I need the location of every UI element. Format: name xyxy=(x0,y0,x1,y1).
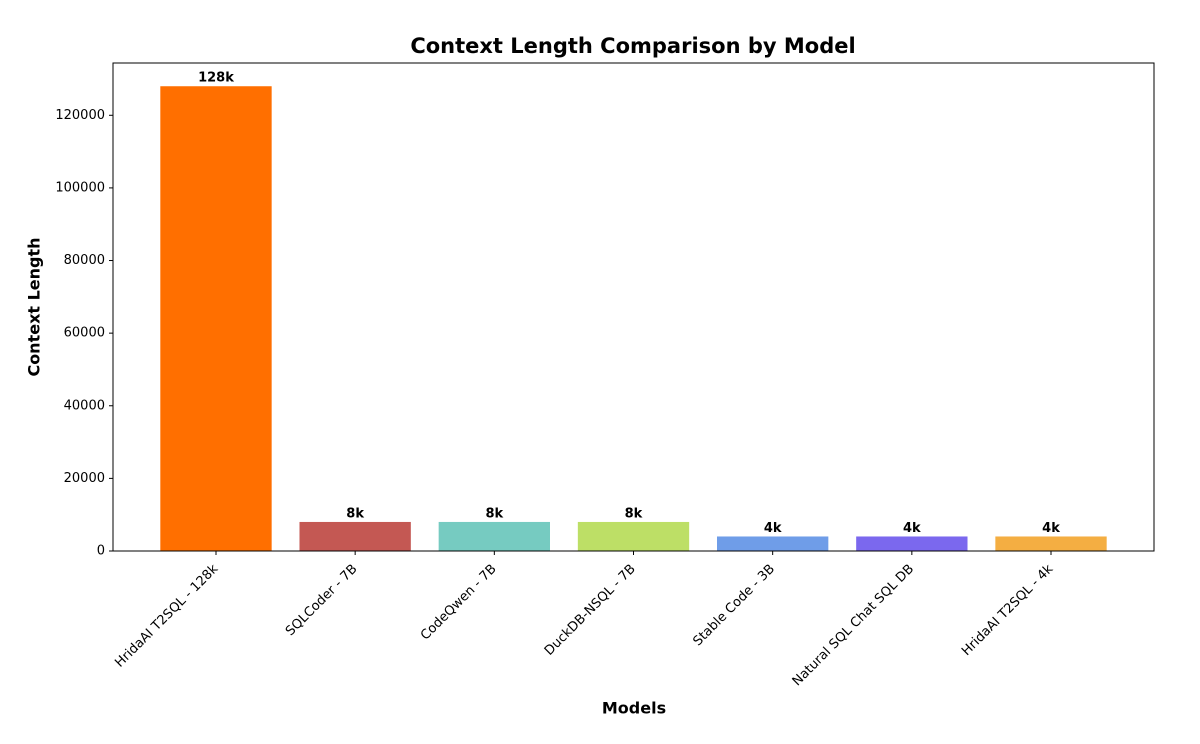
x-axis-label: Models xyxy=(602,699,666,718)
value-label: 4k xyxy=(1042,521,1060,536)
bar xyxy=(856,536,968,551)
bar xyxy=(717,536,829,551)
chart-title: Context Length Comparison by Model xyxy=(410,34,855,58)
y-tick-label: 60000 xyxy=(64,326,105,341)
y-axis-label: Context Length xyxy=(25,237,44,376)
bar xyxy=(299,521,411,551)
x-tick-label: Stable Code - 3B xyxy=(690,562,778,650)
bar xyxy=(577,521,690,551)
x-tick-label: SQLCoder - 7B xyxy=(283,562,360,639)
y-tick-label: 0 xyxy=(97,544,105,559)
value-label: 8k xyxy=(485,506,503,521)
plot-frame xyxy=(112,62,1155,552)
y-tick-label: 120000 xyxy=(55,108,105,123)
x-tick-label: Natural SQL Chat SQL DB xyxy=(790,562,917,689)
y-tick-label: 40000 xyxy=(64,398,105,413)
value-label: 8k xyxy=(346,506,364,521)
value-label: 128k xyxy=(198,71,234,86)
bar xyxy=(160,86,272,551)
bar xyxy=(995,536,1107,551)
y-tick-label: 20000 xyxy=(64,471,105,486)
x-tick-label: CodeQwen - 7B xyxy=(418,562,500,644)
x-tick-label: HridaAI T2SQL - 128k xyxy=(112,561,221,670)
bar xyxy=(438,521,550,551)
value-label: 4k xyxy=(903,521,921,536)
value-label: 4k xyxy=(764,521,782,536)
value-label: 8k xyxy=(625,506,643,521)
x-tick-label: DuckDB-NSQL - 7B xyxy=(542,562,639,659)
x-tick-label: HridaAI T2SQL - 4k xyxy=(959,561,1057,659)
y-tick-label: 100000 xyxy=(55,180,105,195)
y-tick-label: 80000 xyxy=(64,253,105,268)
